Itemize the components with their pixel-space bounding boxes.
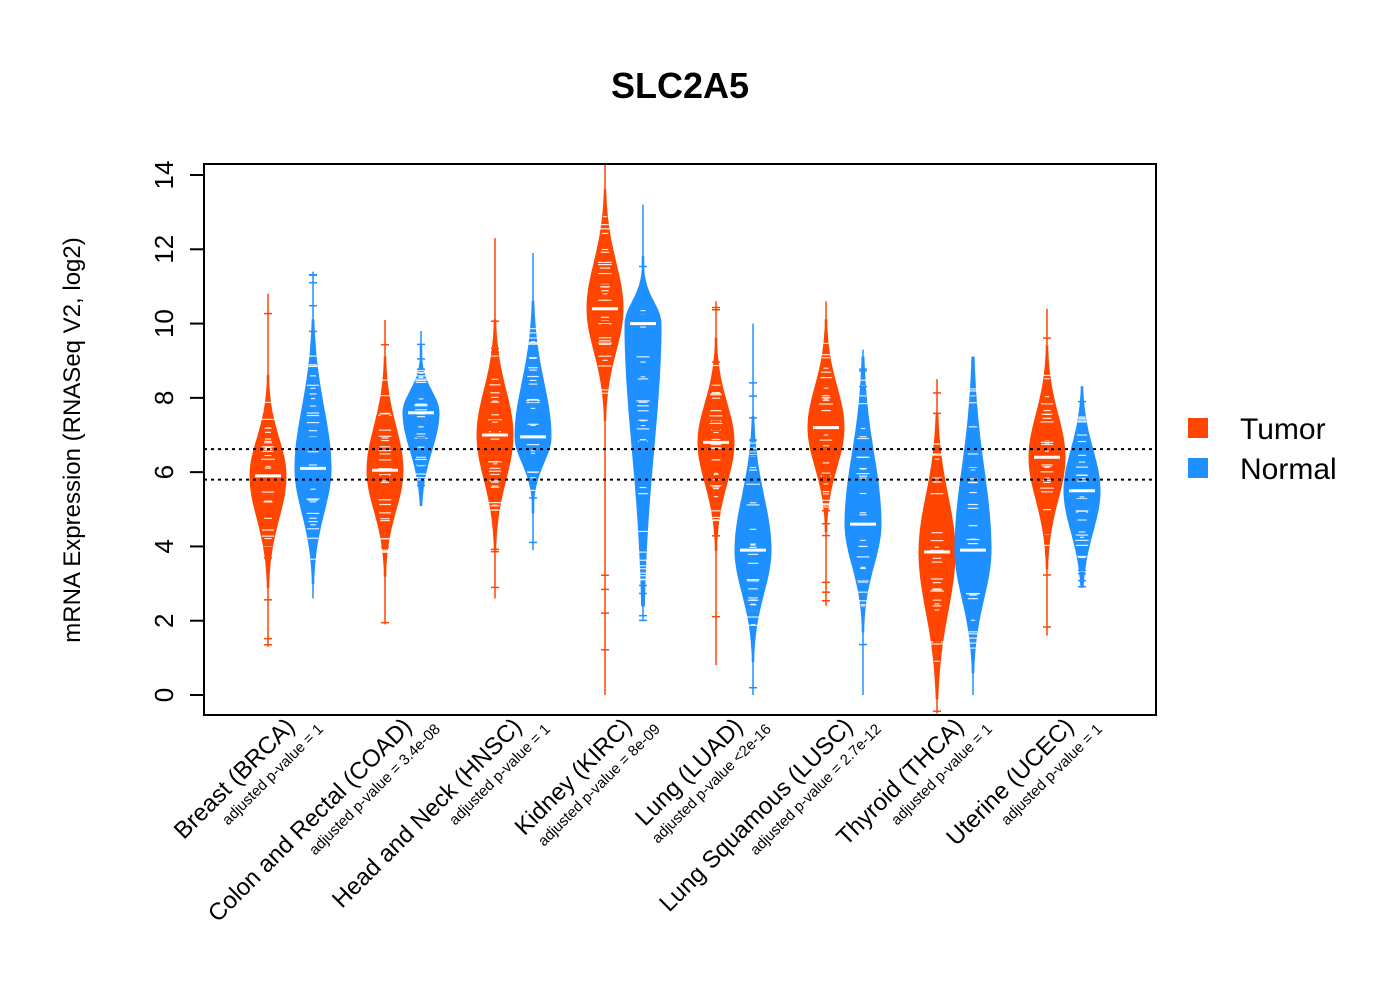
violin-tumor-1 — [366, 319, 404, 625]
violin-body — [249, 375, 287, 588]
y-tick-label-12: 12 — [149, 235, 179, 264]
violin-tumor-4 — [697, 301, 735, 666]
violin-normal-6 — [954, 356, 992, 695]
y-tick-label-0: 0 — [149, 688, 179, 702]
violin-tumor-3 — [586, 163, 624, 695]
violin-normal-1 — [402, 331, 440, 507]
violin-tumor-5 — [807, 301, 845, 606]
legend-label-tumor: Tumor — [1240, 413, 1326, 446]
violin-body — [586, 189, 624, 421]
y-tick-label-8: 8 — [149, 391, 179, 405]
violin-body — [402, 345, 440, 507]
violin-body — [807, 319, 845, 533]
violin-body — [366, 356, 404, 577]
violin-normal-0 — [294, 271, 332, 599]
legend-swatch-normal — [1188, 458, 1208, 478]
violin-body — [844, 356, 882, 633]
violin-tumor-0 — [249, 293, 287, 647]
plot-area — [249, 163, 1101, 714]
y-axis: 0 2 4 6 8 10 12 14 — [149, 161, 204, 702]
violin-body — [1063, 386, 1101, 588]
y-tick-label-4: 4 — [149, 539, 179, 553]
violin-tumor-6 — [918, 379, 956, 714]
plot-frame — [203, 163, 1157, 716]
violin-normal-3 — [624, 204, 662, 622]
violin-normal-5 — [844, 349, 882, 695]
violin-body — [624, 256, 662, 607]
y-tick-label-10: 10 — [149, 309, 179, 338]
legend-swatch-tumor — [1188, 418, 1208, 438]
y-tick-label-14: 14 — [149, 161, 179, 190]
violin-normal-4 — [734, 323, 772, 695]
legend-label-normal: Normal — [1240, 453, 1337, 486]
chart-title: SLC2A5 — [611, 65, 749, 106]
y-tick-label-6: 6 — [149, 465, 179, 479]
violin-body — [734, 415, 772, 663]
violin-normal-2 — [514, 253, 552, 551]
reference-lines — [204, 448, 1156, 481]
legend: Tumor Normal — [1188, 413, 1337, 486]
violin-normal-7 — [1063, 386, 1101, 588]
y-tick-label-2: 2 — [149, 613, 179, 627]
violin-tumor-2 — [476, 238, 514, 599]
violin-tumor-7 — [1028, 308, 1066, 636]
y-axis-title: mRNA Expression (RNASeq V2, log2) — [59, 237, 86, 643]
